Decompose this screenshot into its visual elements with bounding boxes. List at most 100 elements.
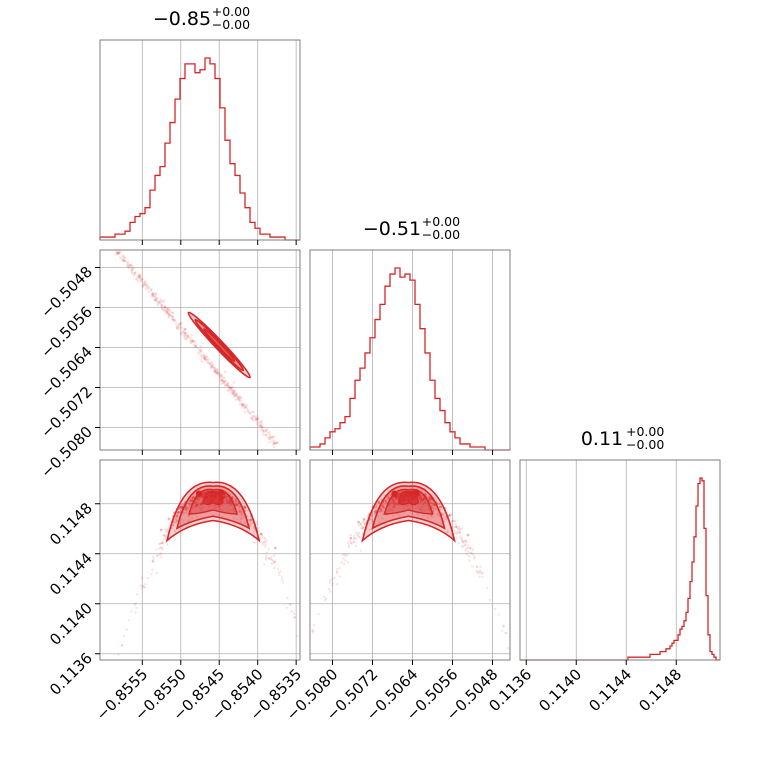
histogram-panel-1: −0.85 +0.00−0.00 xyxy=(99,4,301,245)
sample-point xyxy=(426,504,430,507)
sample-point xyxy=(238,396,242,400)
sample-point xyxy=(246,409,249,412)
sample-point xyxy=(344,554,347,558)
sample-point xyxy=(204,355,208,359)
sample-point xyxy=(340,561,343,564)
sample-point xyxy=(141,277,144,281)
sample-point xyxy=(359,527,362,530)
sample-point xyxy=(422,504,425,507)
sample-point xyxy=(382,506,386,510)
sample-point xyxy=(222,381,225,385)
sample-point xyxy=(259,420,263,424)
sample-point xyxy=(192,496,195,499)
sample-point xyxy=(254,417,258,420)
sample-point xyxy=(225,494,228,497)
sample-point xyxy=(199,345,203,348)
sample-point xyxy=(193,340,197,344)
sample-point xyxy=(293,616,296,619)
sample-point xyxy=(179,331,183,335)
sample-point xyxy=(173,530,176,533)
sample-point xyxy=(427,508,430,511)
scatter-panel-1-3-points xyxy=(117,481,299,656)
sample-point xyxy=(163,537,166,541)
sample-point xyxy=(221,379,225,383)
sample-point xyxy=(236,506,240,509)
sample-point xyxy=(213,370,216,374)
sample-point xyxy=(275,440,279,444)
sample-point xyxy=(201,492,205,495)
sample-point xyxy=(311,629,314,632)
sample-point xyxy=(131,265,134,268)
sample-point xyxy=(234,398,238,402)
sample-point xyxy=(428,496,431,499)
sample-point xyxy=(262,429,266,432)
sample-point xyxy=(187,515,190,518)
sample-point xyxy=(479,565,482,569)
sample-point xyxy=(165,311,169,315)
sample-point xyxy=(220,382,223,386)
sample-point xyxy=(268,431,272,434)
sample-point xyxy=(216,371,220,374)
sample-point xyxy=(383,503,386,506)
sample-point xyxy=(150,288,153,291)
sample-point xyxy=(222,380,226,383)
sample-point xyxy=(253,531,256,534)
sample-point xyxy=(154,292,157,295)
sample-point xyxy=(182,331,186,335)
sample-point xyxy=(232,507,236,510)
sample-point xyxy=(194,504,197,508)
sample-point xyxy=(176,517,179,520)
sample-point xyxy=(201,506,204,509)
sample-point xyxy=(175,520,178,523)
sample-point xyxy=(248,518,251,522)
sample-point xyxy=(475,569,478,573)
sample-point xyxy=(205,358,209,361)
sample-point xyxy=(198,506,201,509)
sample-point xyxy=(182,518,185,522)
sample-point xyxy=(248,411,252,415)
sample-point xyxy=(109,242,112,245)
param-title-2: −0.51 xyxy=(363,218,421,240)
sample-point xyxy=(430,501,433,504)
sample-point xyxy=(460,537,463,541)
sample-point xyxy=(230,502,233,506)
scatter-panel-2-3-points xyxy=(310,481,510,650)
sample-point xyxy=(131,267,134,271)
sample-point xyxy=(452,525,456,529)
sample-point xyxy=(238,395,242,398)
sample-point xyxy=(213,505,216,508)
sample-point xyxy=(185,334,189,337)
sample-point xyxy=(161,541,164,545)
sample-point xyxy=(232,393,236,397)
sample-point xyxy=(159,298,162,301)
histogram-line-2 xyxy=(309,267,510,451)
sample-point xyxy=(109,243,112,246)
sample-point xyxy=(184,332,187,335)
sample-point xyxy=(457,531,461,534)
sample-point xyxy=(416,513,419,516)
sample-point xyxy=(127,619,131,622)
sample-point xyxy=(176,519,179,523)
sample-point xyxy=(264,433,268,437)
sample-point xyxy=(362,526,365,529)
sample-point xyxy=(227,504,231,508)
sample-point xyxy=(322,595,326,598)
sample-point xyxy=(202,493,206,496)
sample-point xyxy=(193,501,197,504)
sample-point xyxy=(236,397,240,400)
sample-point xyxy=(166,307,170,311)
sample-point xyxy=(142,585,145,588)
sample-point xyxy=(272,561,276,565)
sample-point xyxy=(159,528,163,532)
sample-point xyxy=(106,241,109,244)
sample-point xyxy=(113,246,116,249)
sample-point xyxy=(419,497,423,500)
sample-point xyxy=(418,499,421,502)
sample-point xyxy=(222,497,225,500)
sample-point xyxy=(195,503,198,507)
sample-point xyxy=(130,270,133,274)
sample-point xyxy=(186,520,189,523)
sample-point xyxy=(357,533,360,536)
sample-point xyxy=(433,506,436,509)
scatter-panel-1-3: −0.8555−0.8550−0.8545−0.8540−0.85350.113… xyxy=(46,459,305,724)
